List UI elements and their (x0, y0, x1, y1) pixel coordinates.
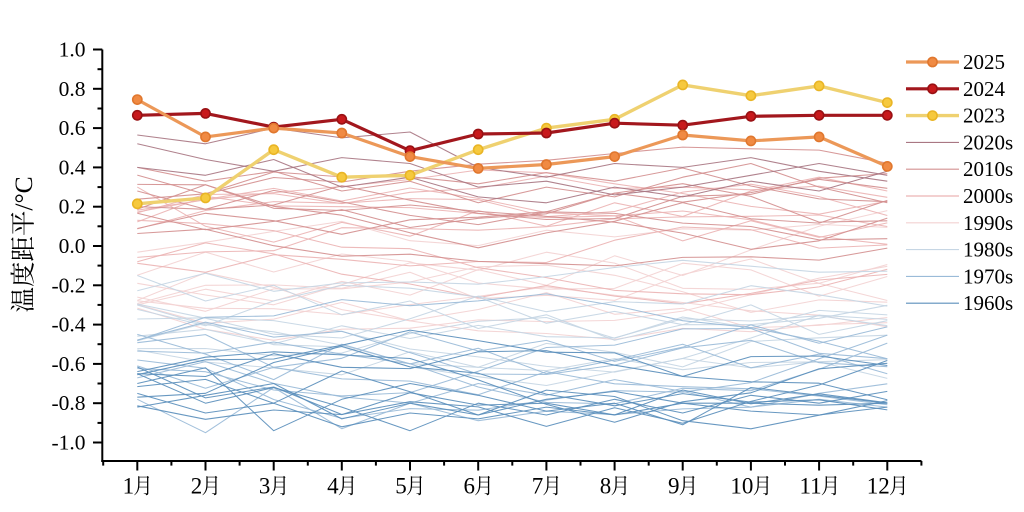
svg-text:2010s: 2010s (963, 157, 1013, 181)
svg-text:10: 10 (730, 474, 753, 499)
svg-text:8: 8 (600, 474, 612, 499)
svg-text:-0.6: -0.6 (51, 352, 85, 376)
svg-text:-0.2: -0.2 (51, 273, 85, 297)
svg-text:0.2: 0.2 (59, 195, 86, 219)
svg-text:1960s: 1960s (963, 291, 1013, 315)
svg-text:1: 1 (123, 474, 135, 499)
svg-text:5: 5 (395, 474, 407, 499)
svg-text:2: 2 (191, 474, 203, 499)
svg-text:2025: 2025 (963, 50, 1005, 74)
svg-text:3: 3 (259, 474, 271, 499)
svg-text:0.0: 0.0 (59, 234, 86, 258)
svg-text:6: 6 (464, 474, 476, 499)
svg-text:1990s: 1990s (963, 211, 1013, 235)
svg-text:2023: 2023 (963, 104, 1005, 128)
svg-text:0.8: 0.8 (59, 77, 86, 101)
svg-text:-0.4: -0.4 (51, 313, 85, 337)
svg-text:2024: 2024 (963, 77, 1006, 101)
svg-text:4: 4 (327, 474, 339, 499)
svg-text:2000s: 2000s (963, 184, 1013, 208)
svg-text:11: 11 (799, 474, 821, 499)
svg-text:9: 9 (668, 474, 680, 499)
svg-text:0.6: 0.6 (59, 116, 86, 140)
svg-text:2020s: 2020s (963, 130, 1013, 154)
svg-text:1970s: 1970s (963, 264, 1013, 288)
svg-text:1980s: 1980s (963, 238, 1013, 262)
svg-text:-1.0: -1.0 (51, 431, 85, 455)
svg-text:7: 7 (532, 474, 544, 499)
svg-text:/°C: /°C (9, 176, 38, 210)
svg-text:1.0: 1.0 (59, 38, 86, 62)
svg-text:-0.8: -0.8 (51, 391, 85, 415)
svg-text:12: 12 (867, 474, 890, 499)
svg-text:0.4: 0.4 (59, 155, 86, 179)
